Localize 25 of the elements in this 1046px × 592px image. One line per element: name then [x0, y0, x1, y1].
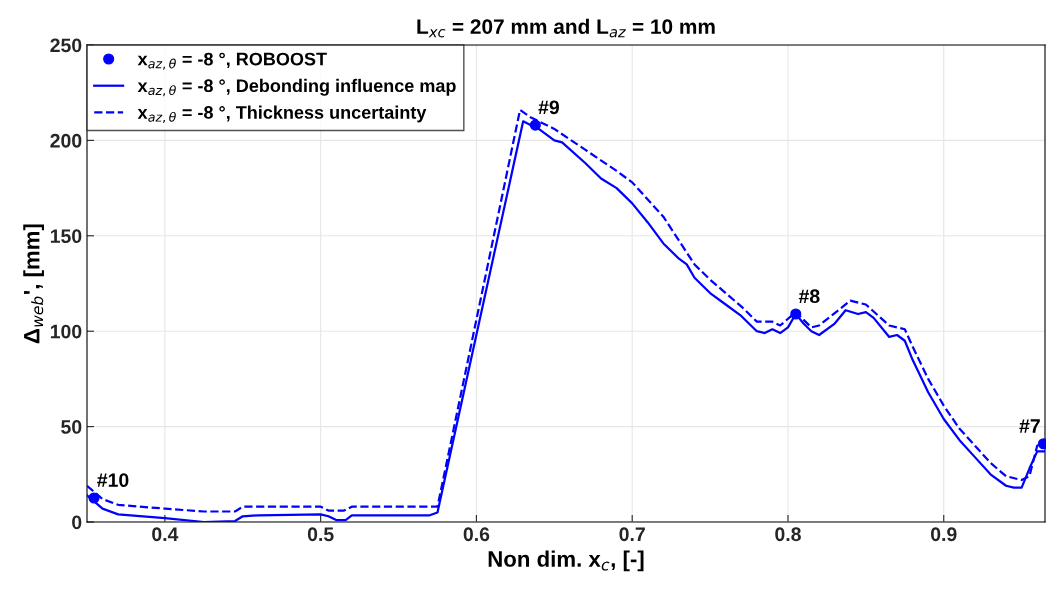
y-tick-label: 100 [50, 324, 82, 339]
annotation: #8 [798, 289, 820, 304]
point [790, 308, 802, 320]
legend-label: x$_{az,θ}$ = -8 °, ROBOOST [137, 52, 327, 70]
x-tick-label: 0.7 [619, 527, 645, 542]
x-axis-title: Non dim. x$_{c}$, [-] [488, 550, 644, 572]
y-tick-label: 250 [50, 38, 82, 53]
y-tick-label: 50 [61, 420, 82, 434]
x-tick-label: 0.9 [931, 527, 957, 542]
y-tick-label: 0 [72, 515, 82, 530]
y-tick-label: 150 [50, 229, 82, 244]
y-tick-label: 200 [50, 133, 82, 148]
y-axis-title: Δ$_{web}$', [mm] [23, 224, 44, 344]
annotation: #10 [97, 473, 129, 488]
x-tick-label: 0.5 [307, 527, 334, 542]
point [88, 492, 100, 504]
chart-title: L$_{xc}$ = 207 mm and L$_{az}$ = 10 mm [417, 18, 715, 38]
legend-label: x$_{az,θ}$ = -8 °, Debonding influence map [137, 78, 456, 97]
point [529, 119, 541, 131]
x-tick-label: 0.8 [775, 527, 801, 542]
annotation: #9 [538, 100, 559, 115]
x-tick-label: 0.6 [463, 527, 490, 542]
x-tick-label: 0.4 [152, 527, 179, 542]
annotation: #7 [1019, 419, 1040, 433]
legend-label: x$_{az,θ}$ = -8 °, Thickness uncertainty [137, 105, 427, 124]
